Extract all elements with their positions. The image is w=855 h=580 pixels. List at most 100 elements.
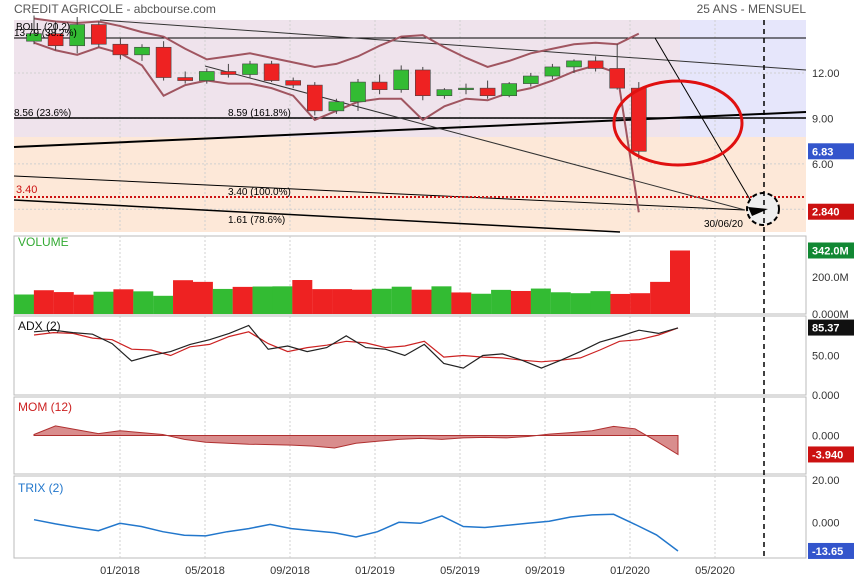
volume-bar: [312, 289, 333, 314]
candle: [91, 24, 107, 45]
mom-area: [33, 425, 679, 456]
adx-last-badge-text: 85.37: [812, 323, 840, 335]
candle: [263, 63, 280, 81]
volume-bar: [510, 290, 531, 314]
last-price-badge-text: 6.83: [812, 146, 833, 158]
candle: [436, 89, 453, 97]
resistance-trendline: [99, 19, 807, 71]
projection-line: [654, 37, 756, 209]
candle: [566, 60, 582, 68]
volume-bar: [530, 288, 551, 314]
volume-bar: [570, 293, 591, 314]
chart-title: CREDIT AGRICOLE - abcbourse.com: [14, 2, 216, 16]
volume-bar: [451, 292, 472, 314]
y-tick-label: 9.00: [812, 113, 833, 125]
x-axis: 01/2018 05/2018 09/2018 01/2019 05/2019 09/20…: [100, 565, 735, 577]
volume-bar: [630, 293, 651, 314]
volume-panel: VOLUME: [13, 235, 807, 315]
x-tick-label: 09/2019: [525, 565, 565, 577]
panel-frame: [13, 475, 807, 559]
y-tick-label: 20.00: [812, 475, 840, 487]
candle: [177, 77, 193, 81]
volume-label: VOLUME: [18, 235, 69, 249]
volume-bar: [272, 286, 293, 314]
y-tick-label: 0.000: [812, 431, 840, 443]
y-tick-label: 0.000: [812, 517, 840, 529]
candle: [306, 84, 323, 112]
trix-panel: TRIX (2): [13, 475, 807, 559]
candle: [328, 101, 345, 112]
candle: [112, 43, 129, 56]
volume-bar: [371, 288, 392, 314]
volume-bar: [670, 250, 690, 314]
volume-bar: [133, 291, 154, 314]
panel-frame: [13, 315, 807, 396]
adx-panel: ADX (2): [13, 315, 807, 396]
fib-level-label: 8.56 (23.6%): [14, 108, 71, 119]
candle: [393, 69, 410, 90]
candle: [69, 24, 85, 47]
volume-bar: [431, 286, 452, 314]
candle: [479, 87, 496, 97]
volume-bar: [411, 289, 432, 314]
volume-bar: [173, 280, 194, 314]
candle: [501, 83, 518, 97]
x-tick-label: 01/2018: [100, 565, 140, 577]
volume-bar: [53, 292, 74, 314]
x-tick-label: 01/2020: [610, 565, 650, 577]
volume-bar: [212, 288, 233, 314]
chart-period[interactable]: 25 ANS - MENSUEL: [697, 2, 807, 16]
fib-level-label: 3.40 (100.0%): [228, 187, 291, 198]
candle: [47, 33, 64, 47]
mom-panel: MOM (12): [13, 396, 807, 475]
y-tick-label: 12.00: [812, 68, 840, 80]
boll-upper-band: [33, 17, 640, 68]
volume-bar: [252, 286, 273, 314]
volume-bar: [14, 294, 34, 314]
mom-last-badge-text: -3.940: [812, 449, 843, 461]
volume-bar: [590, 291, 611, 314]
target-price-badge: [808, 203, 854, 220]
candle: [587, 60, 604, 69]
fib-level-label: 13.79 (38.2%): [14, 28, 77, 39]
adx-line: [33, 324, 679, 369]
boll-indicator-label: BOLL (20,2): [16, 22, 70, 33]
volume-bar: [491, 289, 512, 314]
candle: [609, 68, 626, 89]
candle: [220, 71, 237, 75]
volume-bar: [610, 293, 631, 314]
volume-bar: [153, 295, 174, 314]
last-price-badge: [808, 143, 854, 160]
volume-bar: [192, 281, 213, 314]
support-trendline: [13, 111, 807, 148]
volume-bar: [113, 289, 134, 314]
mom-label: MOM (12): [18, 400, 72, 414]
y-tick-label: 0.000: [812, 390, 840, 402]
fib-level-label: 1.61 (78.6%): [228, 215, 285, 226]
candle: [242, 63, 258, 75]
candle: [371, 81, 388, 90]
volume-bar: [332, 289, 353, 314]
volume-bar: [93, 291, 114, 314]
volume-last-badge-text: 342.0M: [812, 245, 849, 257]
adx-last-badge: [808, 319, 854, 336]
volume-bar: [33, 290, 54, 314]
y-tick-label: 0.000M: [812, 309, 849, 321]
target-arrow: [748, 207, 768, 216]
y-axes: 12.009.006.003.000.000M200.0M0.00050.000…: [808, 68, 854, 559]
x-tick-label: 05/2019: [440, 565, 480, 577]
mom-last-badge: [808, 446, 854, 463]
y-tick-label: 50.00: [812, 351, 840, 363]
trendline: [13, 175, 746, 211]
candle: [285, 80, 302, 86]
trix-last-badge-text: -13.65: [812, 546, 843, 558]
volume-bar: [351, 289, 372, 314]
volume-bar: [550, 292, 571, 314]
red-level-label: 3.40: [16, 184, 37, 196]
candle: [544, 66, 561, 77]
trendline: [13, 199, 621, 233]
volume-bar: [232, 286, 253, 314]
target-price-badge-text: 2.840: [812, 207, 840, 219]
candle: [458, 87, 474, 90]
